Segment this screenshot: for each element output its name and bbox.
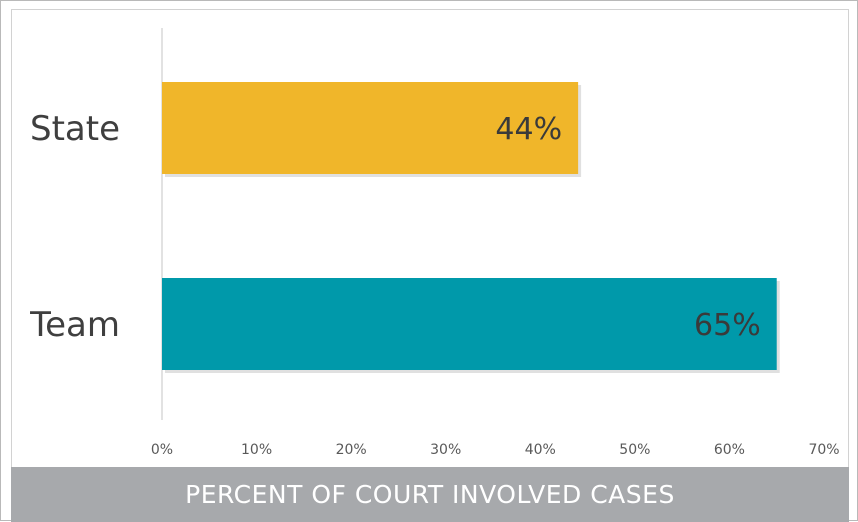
chart-caption: PERCENT OF COURT INVOLVED CASES <box>185 480 675 509</box>
bar-state <box>162 82 579 174</box>
x-tick-label: 40% <box>525 442 556 458</box>
category-label-state: State <box>30 109 120 149</box>
x-tick-label: 0% <box>151 442 173 458</box>
chart-area: State 44% Team 65% 0% 10% 20% 30% 40% 50% 60% 70% <box>11 9 849 469</box>
data-label-state: 44% <box>495 112 562 147</box>
x-tick-label: 60% <box>714 442 745 458</box>
x-tick-label: 20% <box>336 442 367 458</box>
bar-team <box>162 278 777 370</box>
bar-chart: State 44% Team 65% 0% 10% 20% 30% 40% 50% 60% 70% <box>29 28 840 458</box>
category-label-team: Team <box>29 305 120 345</box>
x-tick-label: 50% <box>619 442 650 458</box>
caption-bar: PERCENT OF COURT INVOLVED CASES <box>11 467 849 522</box>
x-tick-label: 10% <box>241 442 272 458</box>
data-label-team: 65% <box>694 308 761 343</box>
x-tick-label: 30% <box>430 442 461 458</box>
x-tick-label: 70% <box>808 442 839 458</box>
